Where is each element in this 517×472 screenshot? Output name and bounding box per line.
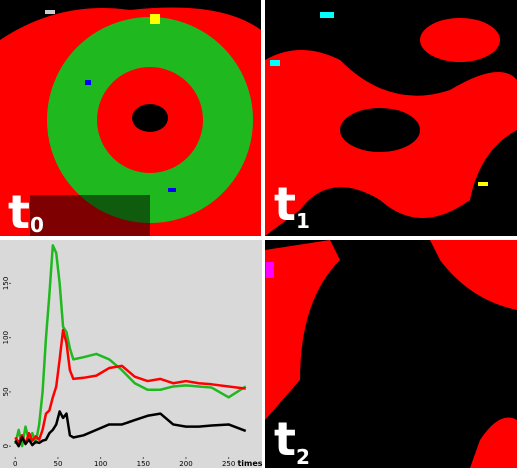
x-tick-label: 250 (222, 460, 235, 468)
series-line (14, 410, 247, 448)
panel-t2: t 2 (265, 240, 517, 469)
x-tick-label: 0 (13, 460, 17, 468)
x-tick-label: 50 (53, 460, 62, 468)
panel-label: t (8, 185, 30, 239)
y-tick-label: 150 (2, 277, 10, 290)
panel-subscript: 0 (30, 213, 44, 237)
panel-label: t (274, 412, 296, 466)
y-tick-label: 50 (2, 387, 10, 396)
y-tick-label: 100 (2, 331, 10, 344)
panel-t1: t 1 (265, 0, 517, 236)
y-tick-label: 0 (2, 444, 10, 448)
x-tick-label: 200 (179, 460, 192, 468)
series-line (14, 244, 247, 448)
x-axis-label: times (237, 459, 262, 468)
series-line (14, 328, 246, 446)
x-tick-label: 150 (137, 460, 150, 468)
panel-t0: t 0 (0, 0, 261, 239)
chart: 0 50 100 150 200 250 0 50 100 150 times (2, 244, 263, 468)
panel-subscript: 1 (296, 209, 310, 233)
chart-background (0, 240, 262, 468)
panel-label: t (274, 177, 296, 231)
x-tick-label: 100 (94, 460, 107, 468)
panel-subscript: 2 (296, 445, 310, 468)
